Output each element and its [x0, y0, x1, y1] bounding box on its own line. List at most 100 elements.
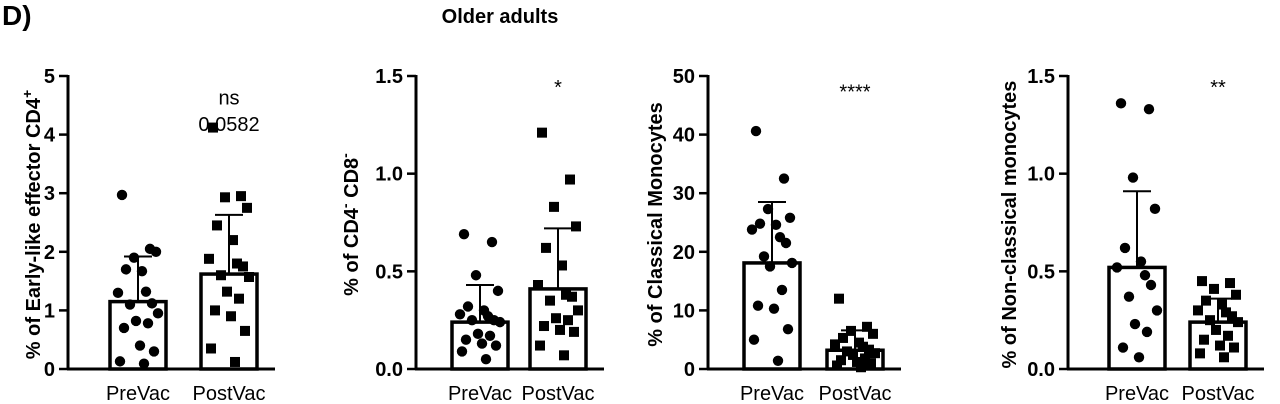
chart-panel-1: 0 1 2 3 4 5% of Early-like effector CD4+ PreVa…: [19, 66, 275, 404]
data-point: [1133, 352, 1145, 363]
data-point: [148, 346, 160, 357]
data-point: [565, 174, 575, 185]
data-point: [118, 322, 130, 334]
data-point: [852, 356, 862, 367]
data-point: [559, 350, 569, 361]
data-point: [750, 125, 762, 137]
data-point: [124, 299, 136, 310]
data-point: [846, 325, 856, 336]
data-point: [866, 358, 876, 369]
data-point: [212, 220, 222, 231]
data-point: [462, 301, 474, 312]
data-point: [466, 314, 478, 326]
data-point: [1201, 295, 1211, 306]
data-point: [770, 219, 782, 231]
data-point: [537, 127, 547, 138]
data-point: [210, 305, 220, 316]
data-point: [114, 356, 126, 367]
y-tick-label: 30: [673, 183, 695, 205]
data-point: [862, 321, 872, 332]
data-point: [454, 309, 466, 320]
data-point: [486, 236, 498, 248]
data-point: [1229, 342, 1239, 353]
data-point: [1233, 317, 1243, 328]
data-point: [567, 291, 577, 302]
x-category-label: PreVac: [448, 383, 512, 404]
y-tick-label: 10: [673, 300, 695, 322]
y-tick-label: 3: [44, 183, 55, 205]
data-point: [1193, 305, 1203, 316]
data-point: [494, 316, 506, 328]
data-point: [541, 242, 551, 253]
data-point: [1145, 279, 1157, 291]
data-point: [130, 315, 142, 327]
y-axis-label: % of Classical Monocytes: [645, 102, 667, 347]
data-point: [1117, 342, 1129, 353]
data-point: [1129, 318, 1141, 330]
data-point: [206, 343, 216, 354]
data-point: [204, 253, 214, 264]
data-point: [458, 229, 470, 240]
data-point: [842, 346, 852, 357]
data-point: [236, 191, 246, 202]
data-point: [1151, 305, 1163, 316]
data-point: [780, 237, 792, 249]
data-point: [134, 340, 146, 351]
data-point: [557, 260, 567, 271]
data-point: [533, 280, 543, 291]
data-point: [142, 318, 154, 329]
data-point: [470, 270, 482, 281]
y-tick-label: 20: [673, 242, 695, 264]
y-tick-label: 0: [44, 359, 55, 381]
y-axis-label: % of Non-classical monocytes: [999, 81, 1021, 369]
y-tick-label: 40: [673, 125, 695, 147]
data-point: [1197, 276, 1207, 287]
data-point: [551, 313, 561, 324]
data-point: [830, 339, 840, 350]
data-point: [754, 218, 766, 229]
data-point: [240, 325, 250, 336]
data-point: [856, 362, 866, 373]
y-tick-label: 0.5: [375, 261, 403, 283]
data-point: [1139, 270, 1151, 281]
data-point: [838, 332, 848, 343]
data-point: [1143, 104, 1155, 115]
data-point: [120, 264, 132, 275]
data-point: [748, 334, 760, 345]
data-point: [776, 284, 788, 296]
y-tick-label: 0: [684, 359, 695, 381]
data-point: [1211, 324, 1221, 335]
panel-label: D): [2, 0, 32, 31]
y-axis-label: % of CD4- CD8-: [337, 153, 363, 296]
data-point: [128, 252, 140, 263]
significance-label: 0.0582: [198, 114, 259, 136]
y-tick-label: 4: [44, 125, 56, 147]
y-tick-label: 1.5: [375, 66, 403, 88]
data-point: [1227, 311, 1237, 322]
x-category-label: PostVac: [1182, 383, 1255, 404]
data-point: [1215, 340, 1225, 351]
data-point: [460, 334, 472, 345]
data-point: [1123, 291, 1135, 302]
data-point: [778, 173, 790, 184]
data-point: [1149, 203, 1161, 215]
y-tick-label: 50: [673, 66, 695, 88]
chart-panel-4: 0.0 0.5 1.0 1.5 % of Non-classical monocytes…: [999, 66, 1264, 404]
data-point: [1223, 330, 1233, 341]
data-point: [152, 308, 164, 319]
data-point: [746, 224, 758, 235]
data-point: [535, 340, 545, 351]
data-point: [456, 346, 468, 357]
data-point: [232, 258, 242, 269]
data-point: [832, 360, 842, 371]
data-point: [208, 122, 218, 133]
data-point: [490, 340, 502, 351]
y-tick-label: 0.5: [1027, 261, 1055, 283]
data-point: [244, 271, 254, 282]
data-point: [836, 355, 846, 366]
data-point: [476, 338, 488, 349]
data-point: [1205, 315, 1215, 326]
x-category-label: PreVac: [106, 383, 170, 404]
x-category-label: PostVac: [819, 383, 892, 404]
x-category-label: PreVac: [740, 383, 804, 404]
